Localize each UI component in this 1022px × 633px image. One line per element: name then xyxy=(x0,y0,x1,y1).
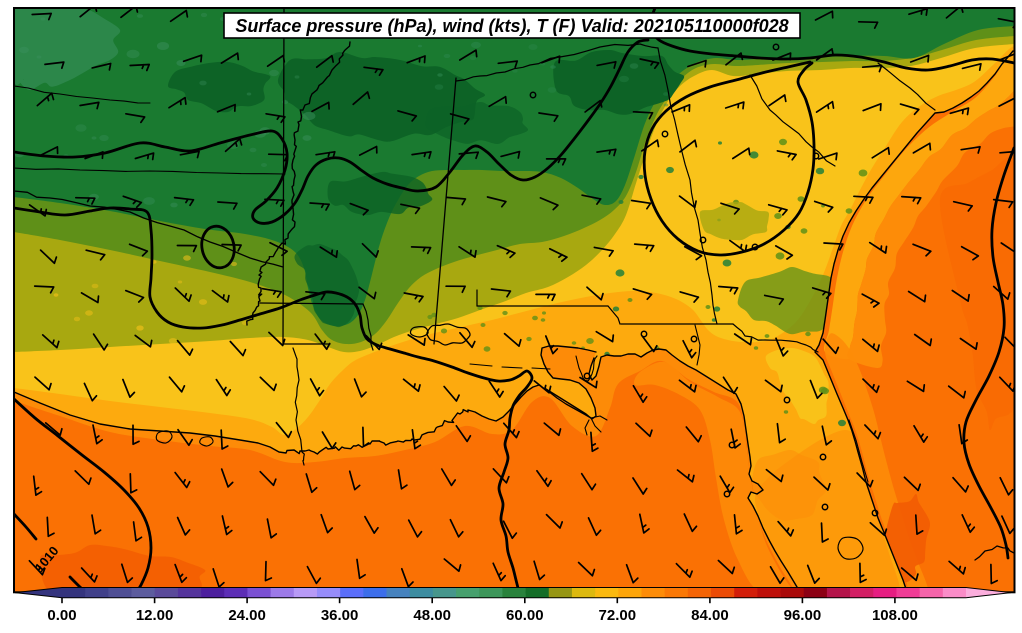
svg-text:60.00: 60.00 xyxy=(506,607,544,624)
svg-text:12.00: 12.00 xyxy=(136,607,174,624)
svg-text:36.00: 36.00 xyxy=(321,607,359,624)
svg-text:84.00: 84.00 xyxy=(691,607,729,624)
svg-text:Surface pressure (hPa), wind (: Surface pressure (hPa), wind (kts), T (F… xyxy=(235,16,788,36)
svg-text:24.00: 24.00 xyxy=(228,607,266,624)
svg-text:48.00: 48.00 xyxy=(413,607,451,624)
svg-text:96.00: 96.00 xyxy=(784,607,822,624)
svg-text:0.00: 0.00 xyxy=(47,607,76,624)
svg-text:72.00: 72.00 xyxy=(599,607,637,624)
svg-text:108.00: 108.00 xyxy=(872,607,918,624)
